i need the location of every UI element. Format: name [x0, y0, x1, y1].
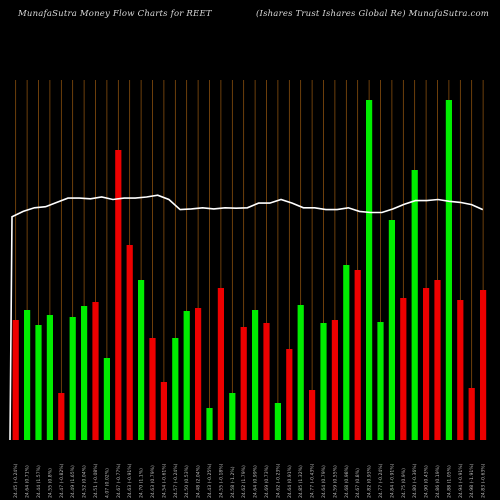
bar-series	[12, 100, 487, 440]
bar	[286, 349, 293, 440]
x-tick-label: 24.80 (-0.36%)	[412, 463, 418, 498]
x-tick-label: 24.64 (0.71%)	[25, 465, 31, 498]
x-tick-label: 24.49 (1.65%)	[70, 465, 76, 498]
x-tick-label: 24.94 (-0.91%)	[458, 463, 464, 498]
x-tick-label: 24.51 (-0.08%)	[93, 463, 99, 498]
bar	[138, 280, 145, 440]
bar	[183, 311, 190, 440]
bar	[388, 220, 395, 440]
bar	[274, 403, 281, 440]
bar	[92, 302, 99, 440]
x-tick-label: 24.63 (0.79%)	[150, 465, 156, 498]
bar	[331, 320, 338, 440]
x-tick-label: 24.77 (-0.43%)	[310, 463, 316, 498]
x-tick-label: 24.45 (-0.24%)	[13, 463, 19, 498]
x-tick-label: 24.55 (-0.18%)	[218, 463, 224, 498]
x-tick-label: 24.85 (1.32%)	[298, 465, 304, 498]
x-tick-label: 24.67 (0.8%)	[355, 468, 361, 498]
bar	[411, 170, 418, 440]
bar	[35, 325, 42, 440]
bar	[252, 310, 259, 440]
x-tick-label: 24.67 (-0.77%)	[116, 463, 122, 498]
x-tick-label: 24.57 (-0.24%)	[173, 463, 179, 498]
x-tick-label: 24.69 (0.73%)	[264, 465, 270, 498]
bar	[217, 288, 224, 440]
bar	[229, 393, 236, 440]
bar	[46, 315, 53, 440]
x-tick-label: 24.59 (0.55%)	[332, 465, 338, 498]
bar	[423, 288, 430, 440]
x-tick-label: 24.50 (0.53%)	[184, 465, 190, 498]
x-tick-label: 24.98 (-1.91%)	[469, 463, 475, 498]
bar	[172, 338, 179, 440]
x-tick-label: 24.63 (-0.91%)	[127, 463, 133, 498]
bar	[377, 322, 384, 440]
bar	[309, 390, 316, 440]
bar	[69, 317, 76, 440]
x-tick-label: 24.47 (-0.82%)	[59, 463, 65, 498]
trend-line	[9, 194, 484, 441]
x-tick-label: 24.77 (-0.24%)	[378, 463, 384, 498]
x-tick-label: 24.90 (0.43%)	[424, 465, 430, 498]
bar	[103, 358, 110, 440]
x-tick-label: 24.75 (0.9%)	[401, 468, 407, 498]
x-tick-label: 24.82 (0.93%)	[367, 465, 373, 498]
chart-title-right: (Ishares Trust Ishares Global Re) Munafa…	[256, 9, 490, 19]
bar	[468, 388, 475, 440]
x-tick-label: 24.88 (1.05%)	[446, 465, 452, 498]
bar	[343, 265, 350, 440]
x-tick-label: 24.62 (1.79%)	[241, 465, 247, 498]
x-tick-label: 24.48 (2.04%)	[196, 465, 202, 498]
bar	[366, 100, 373, 440]
bar	[457, 300, 464, 440]
bar	[445, 100, 452, 440]
bar	[115, 150, 122, 440]
chart-title-left: MunafaSutra Money Flow Charts for REET	[18, 9, 212, 19]
bar	[160, 382, 167, 440]
x-tick-label: 24.62 (-0.23%)	[275, 463, 281, 498]
bar	[297, 305, 304, 440]
x-tick-label: 4.07 (0.02%)	[104, 468, 110, 498]
bar	[240, 327, 247, 440]
x-tick-label: 24.54 (-0.61%)	[161, 463, 167, 498]
bar	[149, 338, 156, 440]
bar	[434, 280, 441, 440]
bar	[126, 245, 133, 440]
x-tick-label: 24.86 (0.19%)	[435, 465, 441, 498]
bar	[320, 323, 327, 440]
x-axis-labels: 24.45 (-0.24%) 24.64 (0.71%) 24.44 (1.57%)…	[13, 463, 486, 498]
trend-line-path	[9, 194, 484, 441]
x-tick-label: 24.84 (-0.91%)	[389, 463, 395, 498]
x-tick-label: 24.58 (-1.2%)	[230, 466, 236, 498]
bar	[24, 310, 31, 440]
bar	[480, 290, 487, 440]
bar	[58, 393, 65, 440]
x-tick-label: 24.52 (0.04%)	[82, 465, 88, 498]
x-tick-label: 24.64 (0.91%)	[287, 465, 293, 498]
x-tick-label: 24.44 (1.57%)	[36, 465, 42, 498]
x-tick-label: 24.55 (0.8%)	[47, 468, 53, 498]
x-tick-label: 24.43 (-0.25%)	[207, 463, 213, 498]
x-tick-label: 24.64 (0.99%)	[253, 465, 259, 498]
bar	[206, 408, 213, 440]
bar	[81, 306, 88, 440]
x-tick-label: 24.83 (-0.63%)	[481, 463, 487, 498]
x-tick-label: 24.70 (1.1%)	[139, 468, 145, 498]
bar	[195, 308, 202, 440]
bar	[263, 323, 270, 440]
x-tick-label: 24.68 (0.98%)	[344, 465, 350, 498]
bar	[354, 270, 361, 440]
bar	[12, 320, 19, 440]
bar	[400, 298, 407, 440]
x-tick-label: 24.64 (0.79%)	[321, 465, 327, 498]
